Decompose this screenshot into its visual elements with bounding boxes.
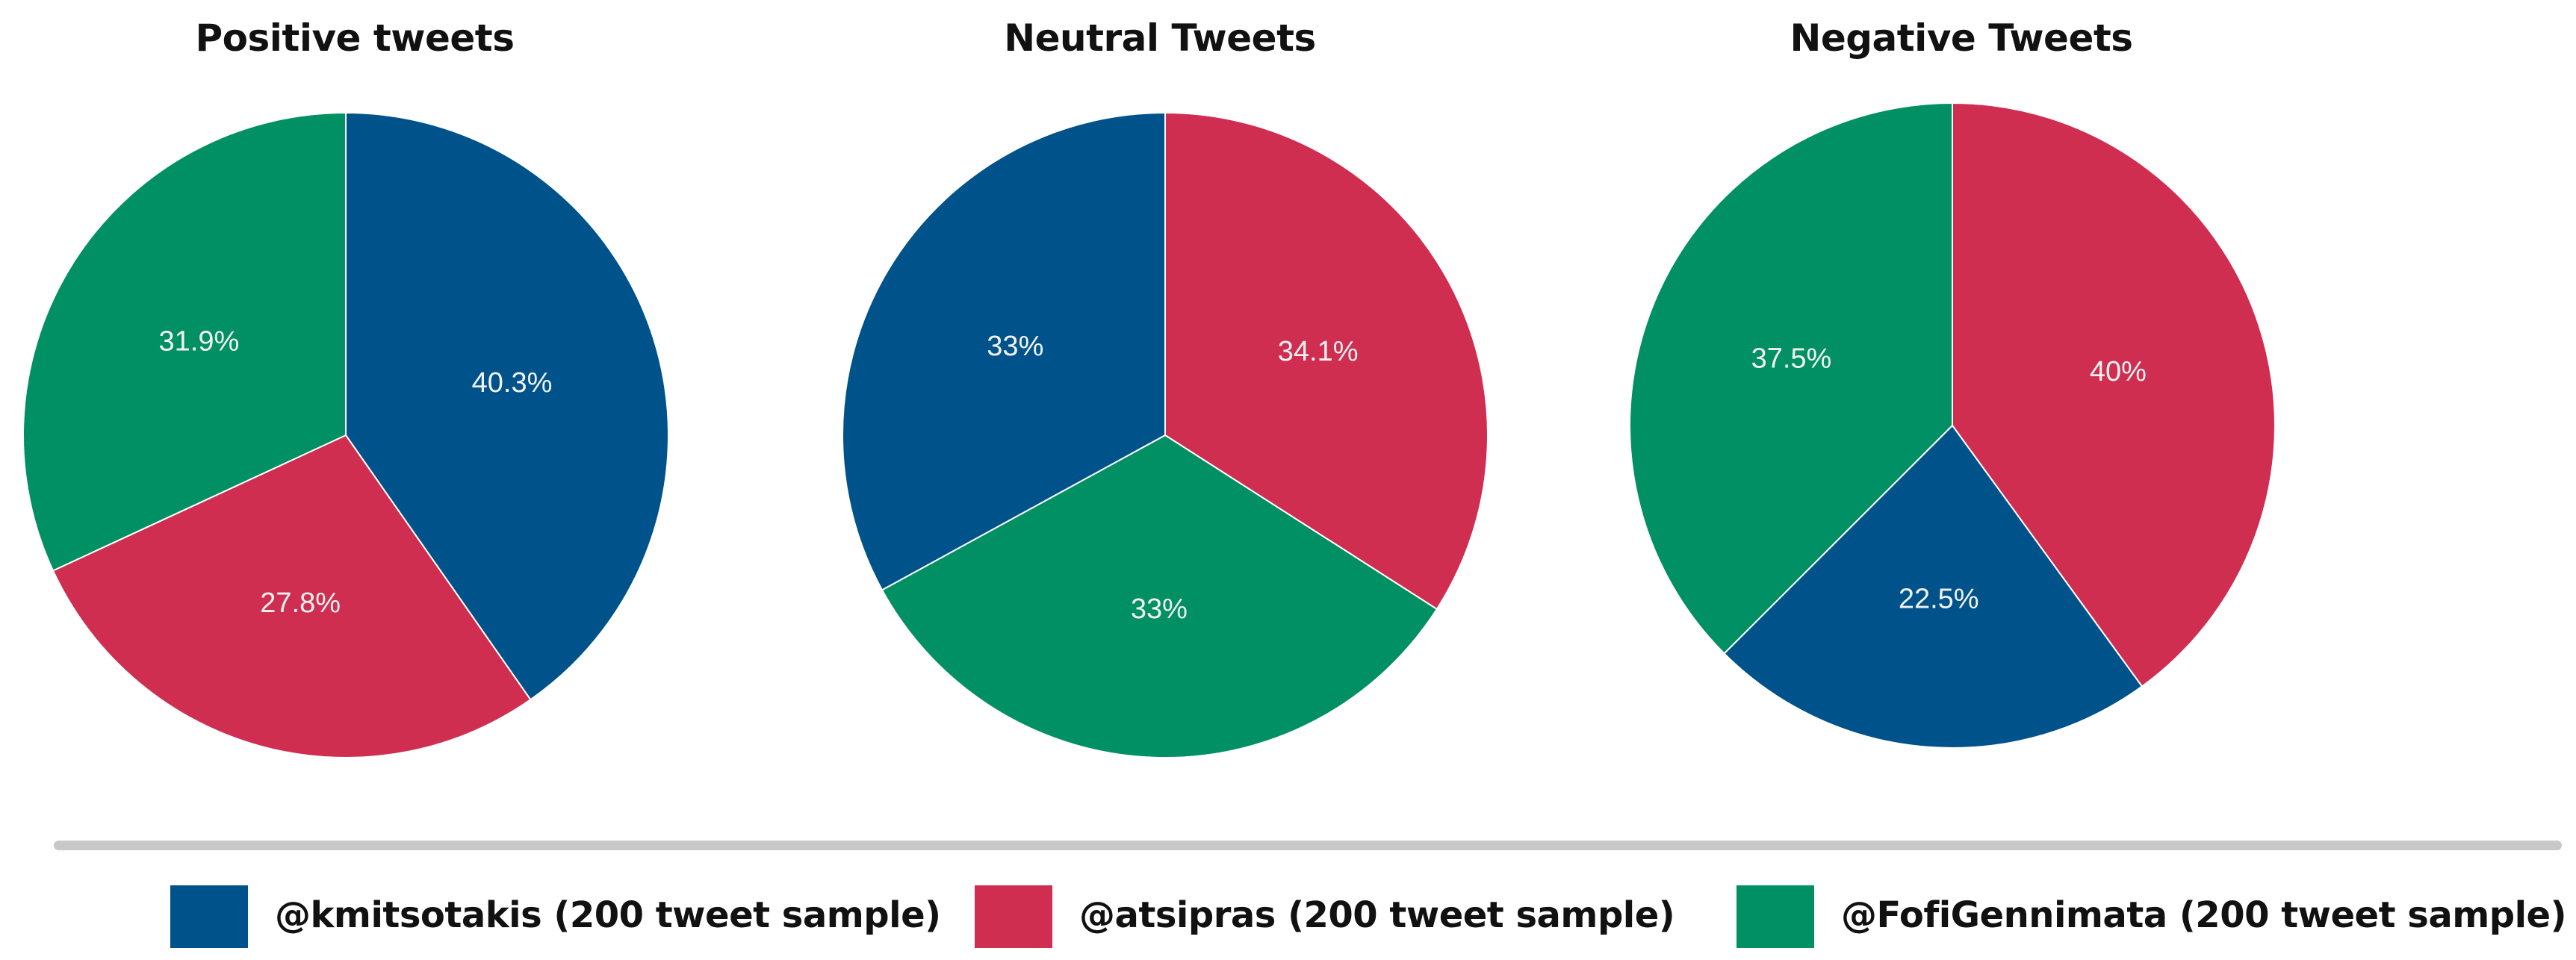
pie-slice-negative-fofigennimata (1629, 102, 1953, 655)
pie-title-neutral: Neutral Tweets (1004, 16, 1316, 60)
legend-swatch-fofigennimata (1737, 885, 1814, 948)
pie-slice-neutral-kmitsotakis (842, 111, 1166, 591)
pie-chart-neutral: 34.1% 33% 33% (842, 111, 1489, 758)
legend-label-atsipras: @atsipras (200 tweet sample) (1079, 894, 1675, 936)
legend-label-kmitsotakis: @kmitsotakis (200 tweet sample) (275, 894, 941, 936)
pie-chart-positive: 40.3% 27.8% 31.9% (22, 111, 669, 758)
pie-slice-negative-atsipras (1952, 102, 2276, 688)
pie-title-negative: Negative Tweets (1790, 16, 2133, 60)
pie-slice-positive-fofigennimata (22, 111, 347, 572)
legend-swatch-atsipras (975, 885, 1052, 948)
pie-chart-negative: 40% 22.5% 37.5% (1629, 102, 2276, 749)
legend-divider (54, 841, 2562, 850)
legend-swatch-kmitsotakis (170, 885, 248, 948)
pie-slice-label-negative-kmitsotakis: 22.5% (1899, 584, 1979, 615)
pie-slice-neutral-fofigennimata (881, 434, 1438, 758)
pie-slice-label-positive-kmitsotakis: 40.3% (472, 367, 553, 399)
pie-slice-label-neutral-kmitsotakis: 33% (987, 331, 1043, 362)
pie-slice-positive-kmitsotakis (345, 111, 669, 701)
pie-title-positive: Positive tweets (195, 16, 515, 60)
pie-slice-label-negative-atsipras: 40% (2090, 356, 2147, 387)
pie-slice-negative-kmitsotakis (1723, 424, 2144, 749)
pie-slice-label-positive-atsipras: 27.8% (260, 587, 341, 619)
pie-slice-label-negative-fofigennimata: 37.5% (1751, 343, 1832, 375)
pie-slice-label-neutral-fofigennimata: 33% (1131, 593, 1188, 625)
pie-slice-label-positive-fofigennimata: 31.9% (159, 325, 240, 357)
pie-slice-neutral-atsipras (1164, 111, 1489, 611)
pie-slice-label-neutral-atsipras: 34.1% (1278, 336, 1359, 367)
legend-label-fofigennimata: @FofiGennimata (200 tweet sample) (1841, 894, 2567, 936)
